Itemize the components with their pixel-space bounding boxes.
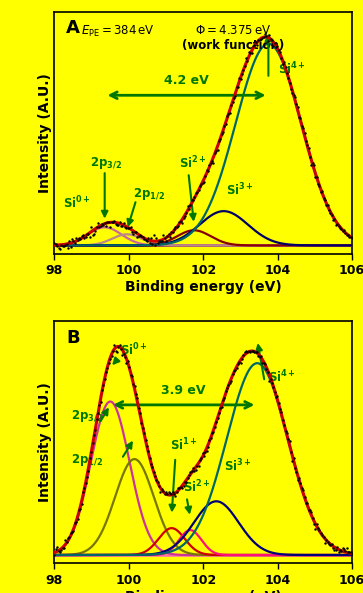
X-axis label: Binding energy (eV): Binding energy (eV) xyxy=(125,589,282,593)
Text: $\mathbf{2p_{3/2}}$: $\mathbf{2p_{3/2}}$ xyxy=(71,409,103,425)
Text: $E_{\rm PE}$$=384\,{\rm eV}$: $E_{\rm PE}$$=384\,{\rm eV}$ xyxy=(81,24,155,39)
Text: $\mathbf{Si^{3+}}$: $\mathbf{Si^{3+}}$ xyxy=(225,182,253,198)
Text: $\Phi$$=4.375\,{\rm eV}$
(work function): $\Phi$$=4.375\,{\rm eV}$ (work function) xyxy=(182,24,284,52)
Text: $\mathbf{Si^{1+}}$: $\mathbf{Si^{1+}}$ xyxy=(170,437,198,454)
Y-axis label: Intensity (A.U.): Intensity (A.U.) xyxy=(38,73,52,193)
X-axis label: Binding energy (eV): Binding energy (eV) xyxy=(125,280,282,294)
Text: $\mathbf{Si^{3+}}$: $\mathbf{Si^{3+}}$ xyxy=(224,458,252,474)
Text: $\mathbf{2p_{1/2}}$: $\mathbf{2p_{1/2}}$ xyxy=(132,187,165,202)
Text: A: A xyxy=(66,19,80,37)
Text: $\mathbf{2p_{3/2}}$: $\mathbf{2p_{3/2}}$ xyxy=(90,156,122,171)
Text: $\mathbf{Si^{2+}}$: $\mathbf{Si^{2+}}$ xyxy=(183,479,211,496)
Text: B: B xyxy=(66,329,80,347)
Text: 4.2 eV: 4.2 eV xyxy=(164,74,209,87)
Text: $\mathbf{Si^{0+}}$: $\mathbf{Si^{0+}}$ xyxy=(119,341,147,358)
Text: $\mathbf{Si^{0+}}$: $\mathbf{Si^{0+}}$ xyxy=(63,195,91,211)
Text: 3.9 eV: 3.9 eV xyxy=(162,384,206,397)
Text: $\mathbf{Si^{4+}}$: $\mathbf{Si^{4+}}$ xyxy=(278,61,306,78)
Text: $\mathbf{2p_{1/2}}$: $\mathbf{2p_{1/2}}$ xyxy=(71,453,103,468)
Text: $\mathbf{Si^{2+}}$: $\mathbf{Si^{2+}}$ xyxy=(179,155,207,171)
Text: $\mathbf{Si^{4+}}$: $\mathbf{Si^{4+}}$ xyxy=(268,368,296,385)
Y-axis label: Intensity (A.U.): Intensity (A.U.) xyxy=(38,382,52,502)
